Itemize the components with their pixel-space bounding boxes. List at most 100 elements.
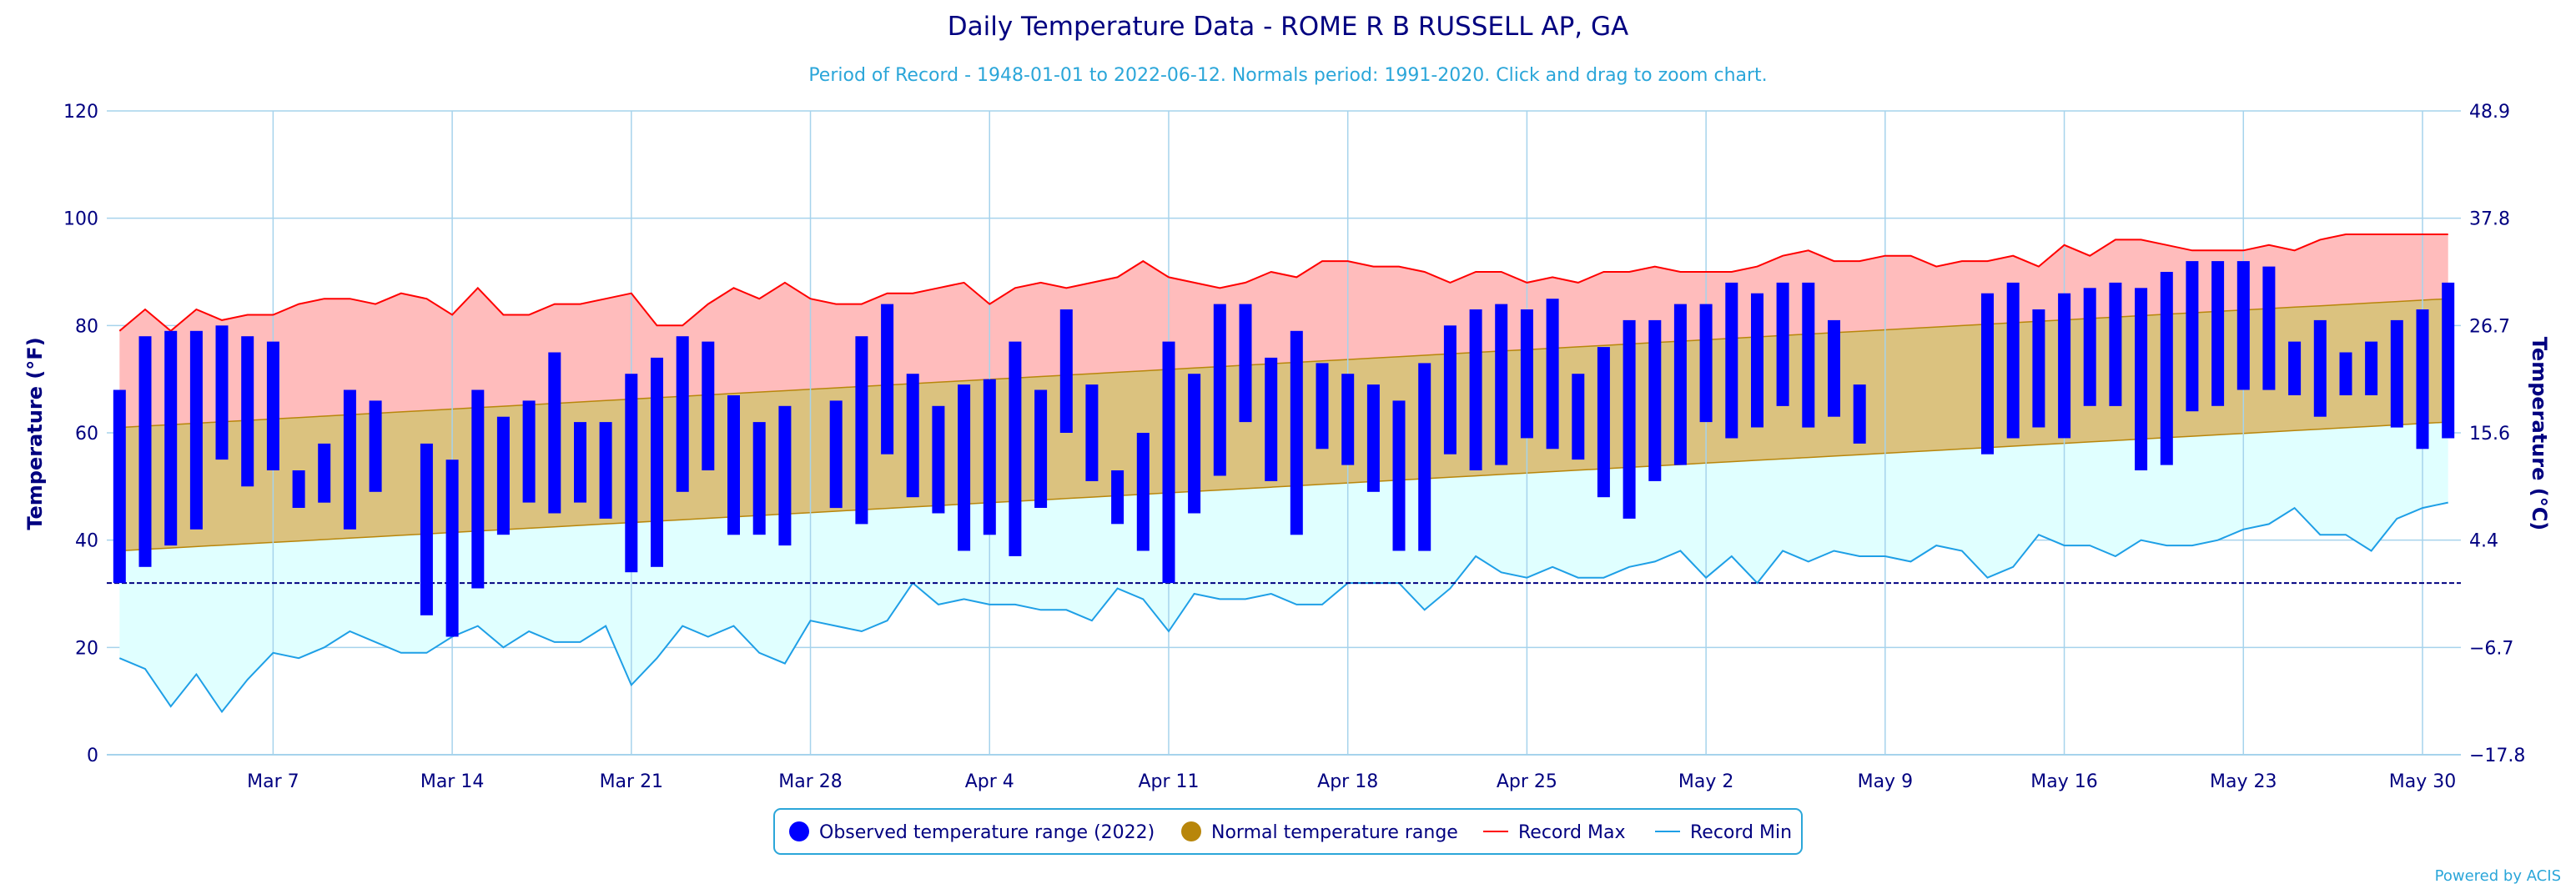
observed-bar[interactable] [1699, 304, 1713, 423]
observed-bar[interactable] [906, 374, 919, 498]
observed-bar[interactable] [1034, 389, 1048, 509]
x-tick-label: May 23 [2210, 771, 2277, 792]
y-tick-label-left: 60 [75, 424, 98, 444]
observed-bar[interactable] [2211, 261, 2225, 406]
legend-observed-marker [789, 821, 809, 841]
observed-bar[interactable] [2058, 293, 2071, 439]
plot-area[interactable] [107, 110, 2461, 756]
observed-bar[interactable] [1162, 341, 1175, 584]
observed-bar[interactable] [983, 379, 996, 535]
observed-bar[interactable] [855, 336, 868, 525]
observed-bar[interactable] [1725, 282, 1738, 439]
observed-bar[interactable] [1392, 400, 1406, 551]
observed-bar[interactable] [1597, 347, 1610, 498]
observed-bar[interactable] [2186, 261, 2199, 412]
observed-bar[interactable] [1546, 299, 1559, 450]
observed-bar[interactable] [881, 304, 894, 455]
observed-bar[interactable] [1059, 309, 1073, 433]
observed-bar[interactable] [829, 400, 843, 509]
observed-bar[interactable] [752, 422, 766, 535]
y-axis-left: 0 20 40 60 80 100 120 [63, 102, 98, 766]
observed-bar[interactable] [2416, 309, 2429, 450]
observed-bar[interactable] [958, 384, 971, 551]
observed-bar[interactable] [1802, 282, 1815, 428]
observed-bar[interactable] [2442, 282, 2455, 439]
observed-bar[interactable] [1111, 470, 1124, 525]
observed-bar[interactable] [651, 357, 663, 567]
observed-bar[interactable] [2032, 309, 2045, 428]
observed-bar[interactable] [1009, 341, 1022, 556]
observed-bar[interactable] [1751, 293, 1763, 428]
observed-bar[interactable] [1341, 374, 1355, 465]
observed-bar[interactable] [2390, 319, 2403, 428]
observed-bar[interactable] [1418, 363, 1431, 551]
observed-bar[interactable] [343, 389, 356, 530]
observed-bar[interactable] [2135, 288, 2148, 470]
observed-bar[interactable] [1776, 282, 1789, 406]
observed-bar[interactable] [369, 400, 382, 492]
observed-bar[interactable] [702, 341, 715, 470]
legend-item-record-max[interactable]: Record Max [1483, 822, 1626, 843]
legend-item-record-min[interactable]: Record Min [1655, 822, 1792, 843]
observed-bar[interactable] [1828, 319, 1840, 417]
observed-bar[interactable] [1648, 319, 1662, 481]
observed-bar[interactable] [1290, 330, 1303, 535]
x-tick-label: Mar 21 [600, 771, 664, 792]
observed-bar[interactable] [2160, 272, 2173, 465]
observed-bar[interactable] [1265, 357, 1278, 481]
observed-bar[interactable] [1853, 384, 1866, 444]
observed-bar[interactable] [1495, 304, 1508, 465]
observed-bar[interactable] [471, 389, 485, 589]
observed-bar[interactable] [189, 330, 203, 530]
observed-bar[interactable] [522, 400, 536, 503]
observed-bar[interactable] [2109, 282, 2122, 406]
observed-bar[interactable] [164, 330, 178, 546]
observed-bar[interactable] [1623, 319, 1636, 519]
observed-bar[interactable] [2262, 266, 2276, 390]
observed-bar[interactable] [292, 470, 305, 508]
observed-bar[interactable] [932, 405, 945, 514]
legend-item-observed[interactable]: Observed temperature range (2022) [789, 821, 1155, 843]
observed-bar[interactable] [113, 389, 126, 584]
observed-bar[interactable] [2236, 261, 2250, 390]
observed-bar[interactable] [1085, 384, 1099, 481]
observed-bar[interactable] [2006, 282, 2020, 439]
observed-bar[interactable] [1188, 374, 1201, 514]
observed-bar[interactable] [1443, 325, 1457, 455]
observed-bar[interactable] [1572, 374, 1585, 460]
observed-bar[interactable] [318, 443, 331, 503]
observed-bar[interactable] [2313, 319, 2327, 417]
observed-bar[interactable] [1469, 309, 1482, 470]
observed-bar[interactable] [215, 325, 229, 460]
observed-bar[interactable] [778, 405, 792, 546]
observed-bar[interactable] [138, 336, 152, 567]
observed-bar[interactable] [241, 336, 254, 487]
observed-bar[interactable] [1136, 433, 1150, 551]
observed-bar[interactable] [676, 336, 689, 492]
observed-bar[interactable] [1366, 384, 1380, 492]
observed-bar[interactable] [548, 352, 561, 514]
observed-bar[interactable] [1673, 304, 1687, 465]
observed-bar[interactable] [1981, 293, 1994, 455]
observed-bar[interactable] [266, 341, 279, 470]
observed-bar[interactable] [1239, 304, 1252, 423]
observed-bar[interactable] [574, 422, 586, 503]
observed-bar[interactable] [2083, 288, 2096, 406]
observed-bar[interactable] [599, 422, 612, 519]
observed-bar[interactable] [445, 460, 459, 637]
credit-link[interactable]: Powered by ACIS [2435, 867, 2561, 885]
observed-bar[interactable] [2288, 341, 2302, 395]
observed-bar[interactable] [1213, 304, 1226, 476]
x-tick-label: Apr 11 [1138, 771, 1199, 792]
observed-bar[interactable] [2365, 341, 2378, 395]
observed-bar[interactable] [2339, 352, 2352, 396]
observed-bar[interactable] [727, 395, 740, 535]
observed-bar[interactable] [1520, 309, 1533, 439]
observed-bar[interactable] [420, 443, 433, 615]
observed-bar[interactable] [625, 374, 638, 573]
legend-normal-label: Normal temperature range [1211, 822, 1458, 843]
observed-bar[interactable] [1316, 363, 1329, 450]
observed-bar[interactable] [496, 416, 510, 535]
legend-item-normal[interactable]: Normal temperature range [1181, 821, 1458, 843]
